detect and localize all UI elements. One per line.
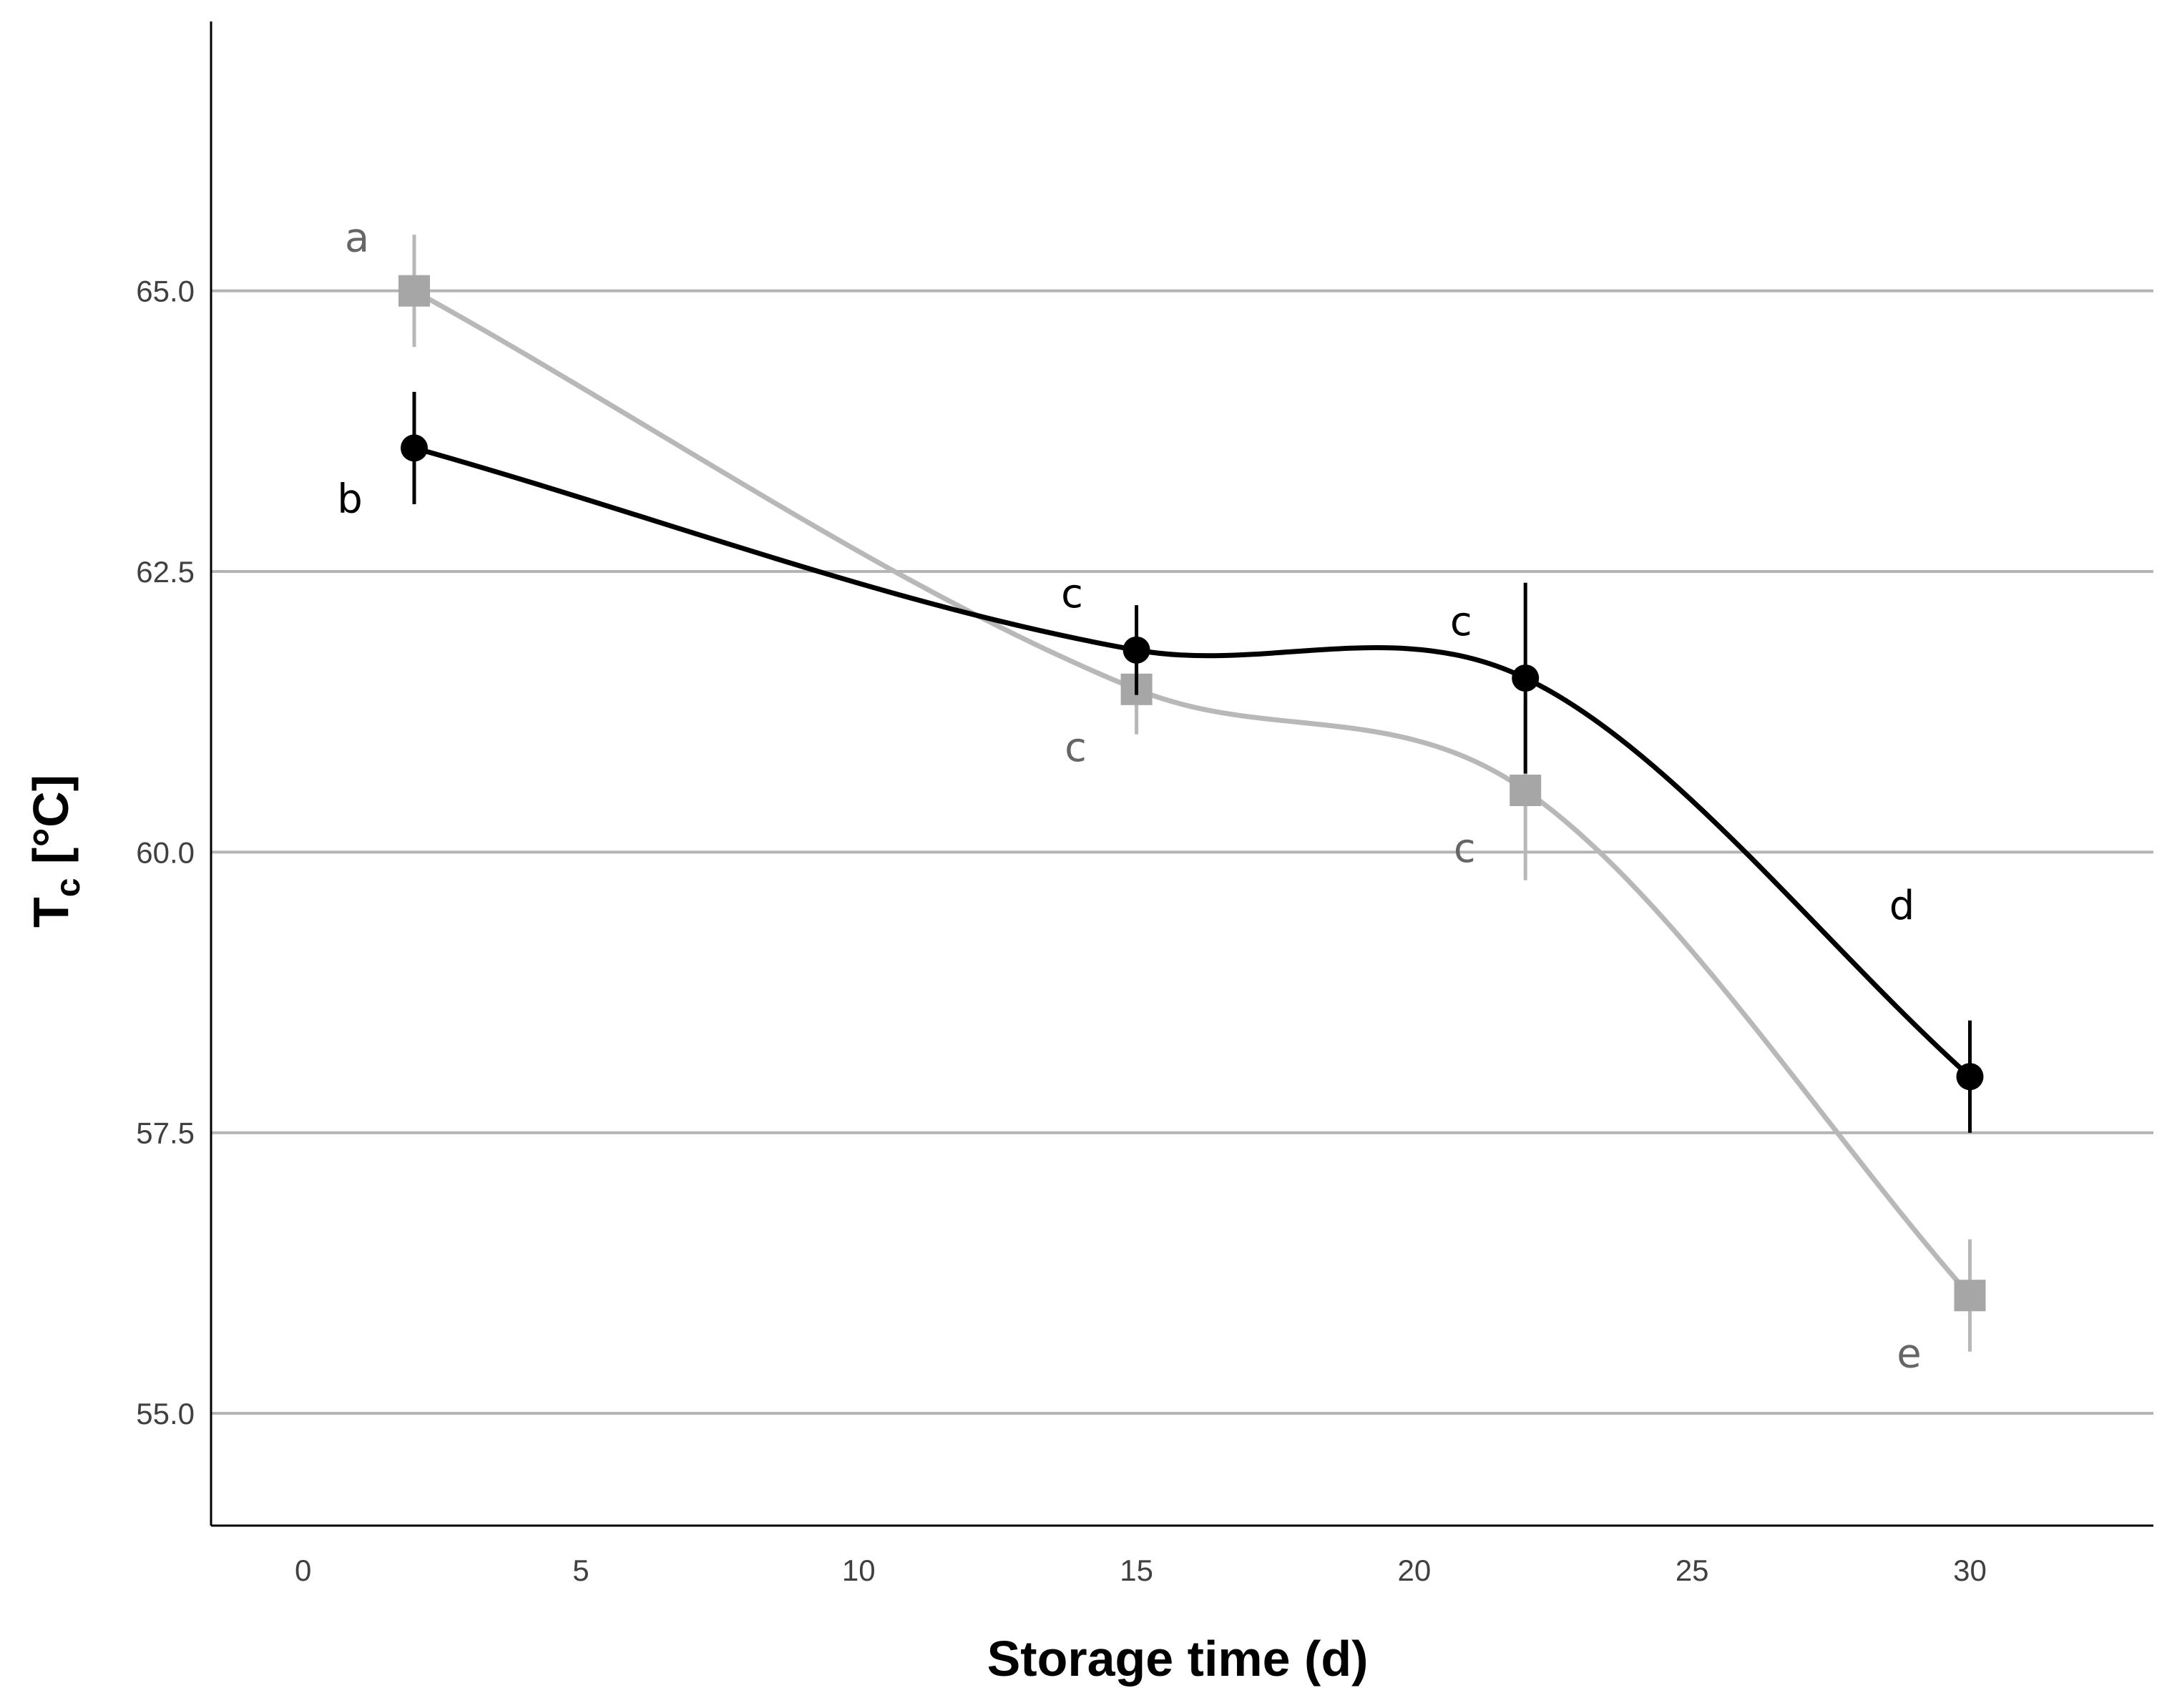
- x-tick-label: 0: [295, 1554, 311, 1587]
- axes: [210, 21, 2153, 1527]
- y-tick-label: 65.0: [136, 275, 195, 308]
- x-axis-title: Storage time (d): [987, 1631, 1369, 1687]
- series-line: [411, 288, 1973, 1298]
- y-tick-label: 55.0: [136, 1397, 195, 1430]
- series-grey-squares: [398, 235, 1986, 1352]
- significance-letter: d: [1889, 883, 1915, 929]
- significance-letter: c: [1450, 599, 1472, 645]
- data-point-square: [398, 275, 430, 307]
- y-tick-label: 62.5: [136, 555, 195, 589]
- data-point-square: [1954, 1280, 1986, 1312]
- data-point-circle: [1956, 1063, 1984, 1091]
- significance-letter: a: [345, 215, 369, 262]
- x-tick-label: 25: [1676, 1554, 1709, 1587]
- significance-letter: c: [1065, 725, 1087, 771]
- data-point-circle: [1512, 664, 1540, 692]
- series: [398, 235, 1986, 1352]
- significance-letter: c: [1454, 825, 1476, 872]
- y-axis-title-unit: [°C]: [23, 775, 79, 878]
- y-axis-title-subscript: c: [49, 878, 87, 898]
- data-point-circle: [1122, 636, 1150, 664]
- x-tick-label: 30: [1953, 1554, 1987, 1587]
- y-tick-labels: 55.0 57.5 60.0 62.5 65.0: [136, 275, 195, 1430]
- series-line: [411, 445, 1973, 1079]
- x-tick-label: 15: [1120, 1554, 1153, 1587]
- data-point-circle: [400, 434, 428, 462]
- significance-letter: e: [1897, 1330, 1921, 1377]
- y-tick-label: 60.0: [136, 835, 195, 869]
- significance-letter: c: [1061, 571, 1083, 617]
- x-tick-label: 20: [1398, 1554, 1432, 1587]
- significance-letter: b: [337, 476, 363, 522]
- x-tick-label: 10: [842, 1554, 876, 1587]
- data-point-square: [1510, 775, 1542, 807]
- y-axis-title-main: T: [23, 897, 79, 928]
- x-tick-labels: 0 5 10 15 20 25 30: [295, 1554, 1987, 1587]
- y-tick-label: 57.5: [136, 1116, 195, 1150]
- x-tick-label: 5: [572, 1554, 589, 1587]
- significance-letters: a c c e b c c d: [337, 215, 1922, 1378]
- y-axis-title: Tc [°C]: [23, 775, 87, 928]
- grid-lines: [211, 289, 2153, 1415]
- series-black-circles: [400, 391, 1984, 1133]
